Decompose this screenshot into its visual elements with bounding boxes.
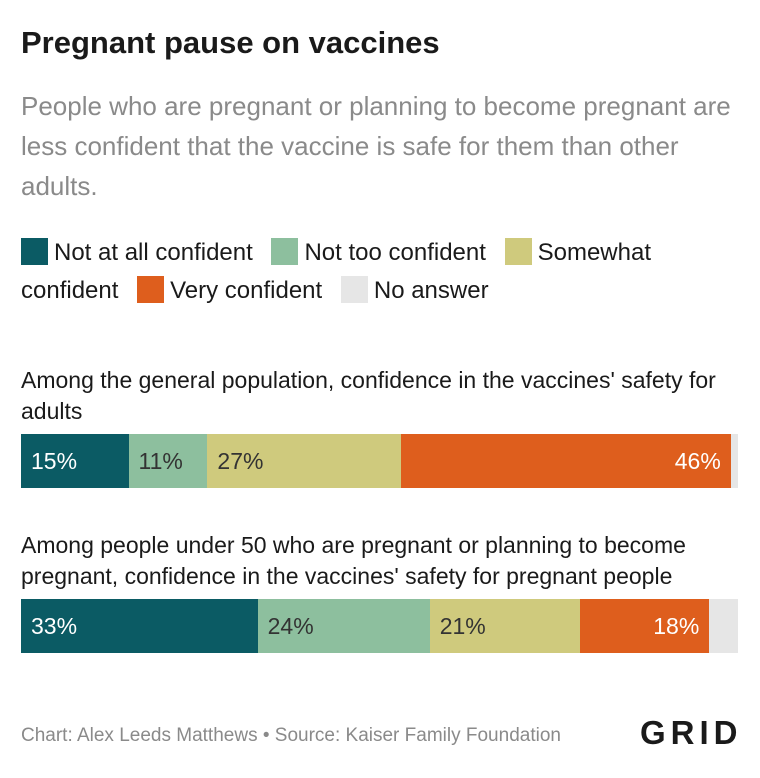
legend: Not at all confident Not too confident S…	[21, 234, 741, 310]
bar-segment: 33%	[21, 599, 258, 653]
data-label: 11%	[138, 448, 183, 474]
data-label: 24%	[267, 613, 314, 639]
legend-label: Very confident	[170, 277, 323, 304]
legend-swatch	[21, 238, 48, 265]
legend-item: Somewhat confident	[21, 238, 651, 304]
legend-swatch	[271, 238, 299, 265]
legend-swatch	[340, 276, 368, 303]
bar-segment: 18%	[580, 599, 710, 653]
chart-subtitle: People who are pregnant or planning to b…	[21, 91, 731, 201]
bar-segment	[730, 434, 738, 488]
bar-category-label: Among people under 50 who are pregnant o…	[21, 532, 686, 589]
legend-label: No answer	[373, 277, 489, 304]
bar-segment: 11%	[128, 434, 208, 488]
data-label: 18%	[653, 613, 700, 639]
legend-swatch	[504, 238, 532, 265]
bar-segment: 21%	[429, 599, 581, 653]
legend-swatch	[137, 276, 165, 303]
chart-credit: Chart: Alex Leeds Matthews • Source: Kai…	[21, 725, 561, 746]
data-label: 33%	[31, 613, 78, 639]
bar-segment: 46%	[400, 434, 731, 488]
bar-segment: 27%	[207, 434, 401, 488]
legend-label: Not too confident	[304, 239, 486, 266]
chart-title: Pregnant pause on vaccines	[21, 25, 440, 60]
bar-segment: 24%	[257, 599, 430, 653]
legend-label: Somewhat confident	[21, 239, 651, 304]
data-label: 21%	[439, 613, 486, 639]
bar-segment: 15%	[21, 434, 129, 488]
data-label: 27%	[217, 448, 264, 474]
bar-group-pregnant-people: Among people under 50 who are pregnant o…	[21, 530, 738, 653]
stacked-bar: 33% 24% 21% 18%	[21, 599, 738, 653]
legend-item: No answer	[340, 276, 489, 304]
legend-item: Not at all confident	[21, 238, 253, 266]
bar-group-general-population: Among the general population, confidence…	[21, 365, 738, 488]
bar-category-label: Among the general population, confidence…	[21, 367, 716, 424]
legend-label: Not at all confident	[54, 239, 253, 266]
legend-item: Very confident	[137, 276, 323, 304]
data-label: 46%	[674, 448, 721, 474]
legend-item: Not too confident	[271, 238, 486, 266]
grid-logo: GRID	[640, 714, 743, 751]
data-label: 15%	[31, 448, 78, 474]
bar-segment	[709, 599, 738, 653]
stacked-bar: 15% 11% 27% 46%	[21, 434, 738, 488]
